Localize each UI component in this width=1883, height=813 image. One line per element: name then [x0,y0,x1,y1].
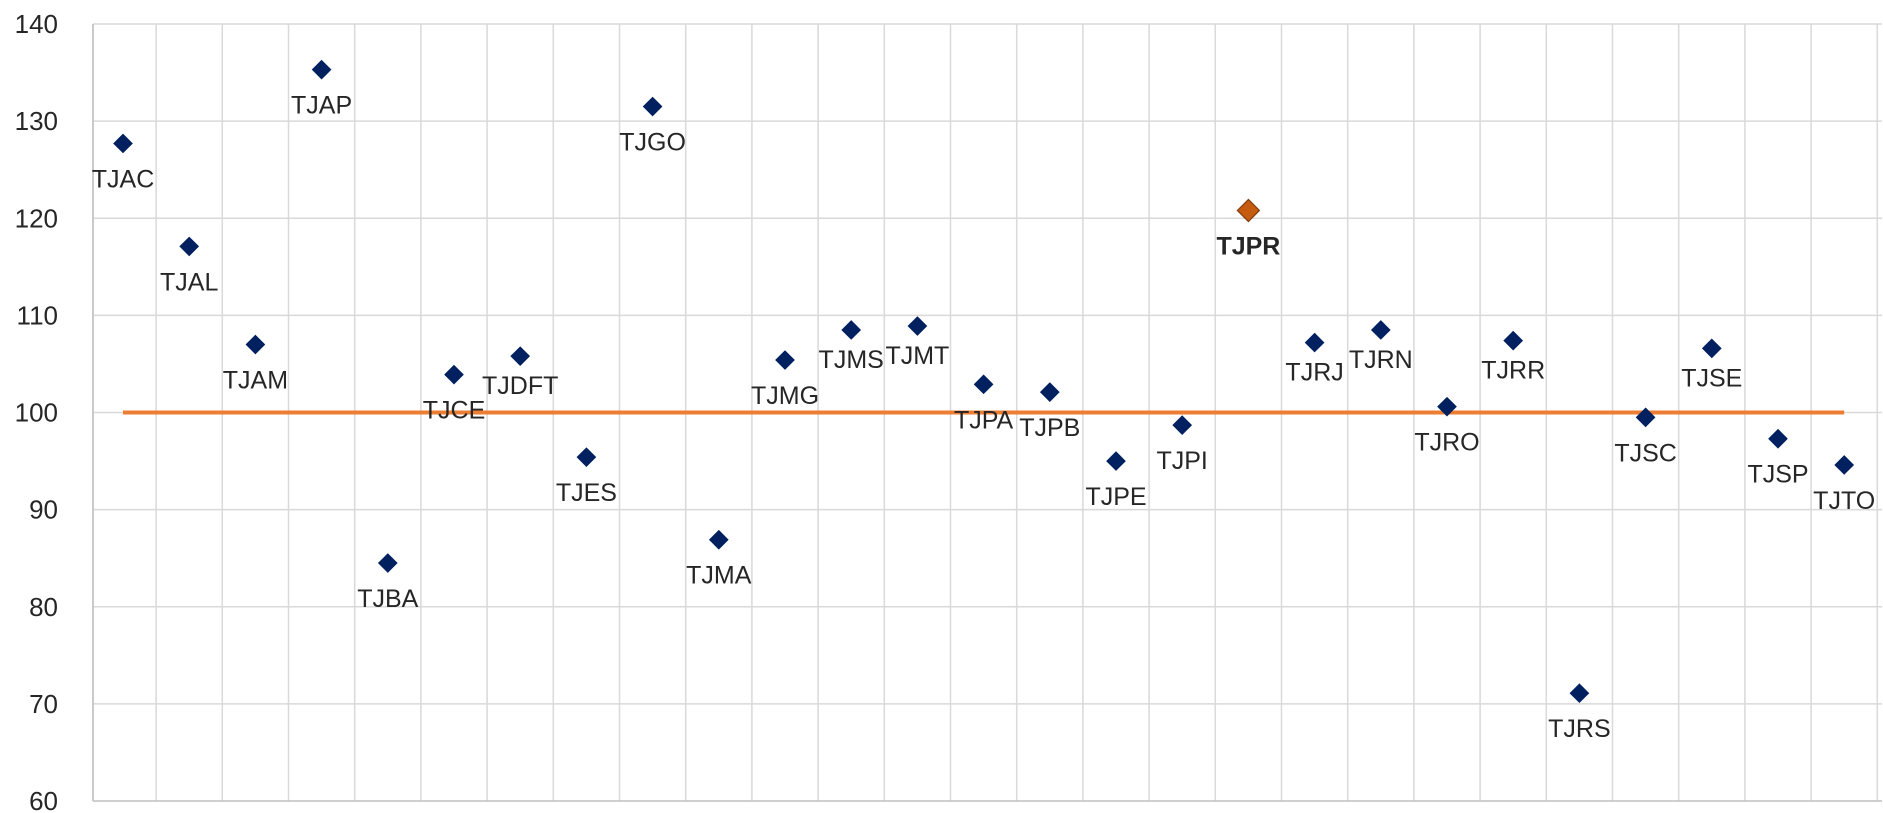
point-label-tjrr: TJRR [1481,357,1545,385]
point-label-tjse: TJSE [1681,364,1742,392]
data-point-tjal [179,236,200,257]
data-point-tjes [576,447,597,468]
y-tick-label: 90 [29,495,58,525]
data-point-tjgo [642,96,663,117]
point-label-tjdft: TJDFT [482,372,558,400]
point-label-tjam: TJAM [223,367,288,395]
data-points [113,59,1855,704]
data-point-tjce [444,364,464,385]
data-point-tjto [1834,455,1855,475]
point-label-tjto: TJTO [1813,487,1875,515]
point-label-tjrs: TJRS [1548,715,1611,743]
data-point-tjsp [1768,428,1788,449]
y-tick-label: 70 [29,689,58,719]
data-point-tjpa [973,374,994,395]
data-point-tjse [1701,338,1722,359]
data-point-tjpe [1106,451,1126,471]
point-label-tjmg: TJMG [751,382,819,410]
point-label-tjsp: TJSP [1747,461,1808,489]
point-label-tjma: TJMA [686,562,752,590]
data-point-tjrn [1370,320,1391,340]
point-label-tjac: TJAC [92,165,155,193]
data-point-tjrj [1304,332,1325,353]
point-label-tjpa: TJPA [954,406,1014,434]
data-point-tjap [311,59,332,80]
point-label-tjpi: TJPI [1156,447,1207,475]
point-label-tjes: TJES [556,479,617,507]
data-point-tjms [841,320,862,340]
y-tick-label: 110 [17,300,58,330]
y-tick-label: 140 [15,9,58,39]
point-label-tjsc: TJSC [1614,439,1677,467]
y-tick-label: 80 [29,592,58,622]
point-label-tjgo: TJGO [619,129,686,157]
point-label-tjro: TJRO [1414,429,1479,457]
y-tick-label: 60 [29,786,58,813]
y-tick-label: 130 [15,106,58,136]
point-label-tjpe: TJPE [1085,483,1146,511]
data-point-tjac [113,133,133,154]
axes: 60 70 80 90 100 110 120 130 140 [15,9,1882,813]
data-point-tjrr [1503,330,1524,351]
point-label-tjms: TJMS [819,346,884,374]
data-point-tjba [377,553,398,573]
y-tick-label: 100 [15,398,58,428]
point-label-tjrj: TJRJ [1285,359,1343,387]
point-label-tjpr: TJPR [1216,232,1280,260]
data-point-tjam [245,334,266,355]
point-label-tjba: TJBA [357,585,418,613]
data-point-tjmt [907,316,928,336]
point-label-tjmt: TJMT [885,342,949,370]
point-label-tjpb: TJPB [1019,414,1080,442]
data-point-tjmg [775,350,795,370]
data-point-tjpi [1172,415,1193,435]
point-label-tjal: TJAL [160,268,218,296]
point-label-tjrn: TJRN [1349,346,1413,374]
point-label-tjap: TJAP [291,92,352,120]
data-point-tjdft [510,346,531,367]
y-tick-label: 120 [15,203,58,233]
data-point-tjma [708,529,729,550]
point-label-tjce: TJCE [423,397,486,425]
data-point-tjro [1437,396,1457,417]
data-point-tjpr [1236,198,1261,223]
data-point-tjsc [1635,407,1656,428]
data-point-tjrs [1569,683,1590,704]
data-point-tjpb [1039,382,1060,402]
